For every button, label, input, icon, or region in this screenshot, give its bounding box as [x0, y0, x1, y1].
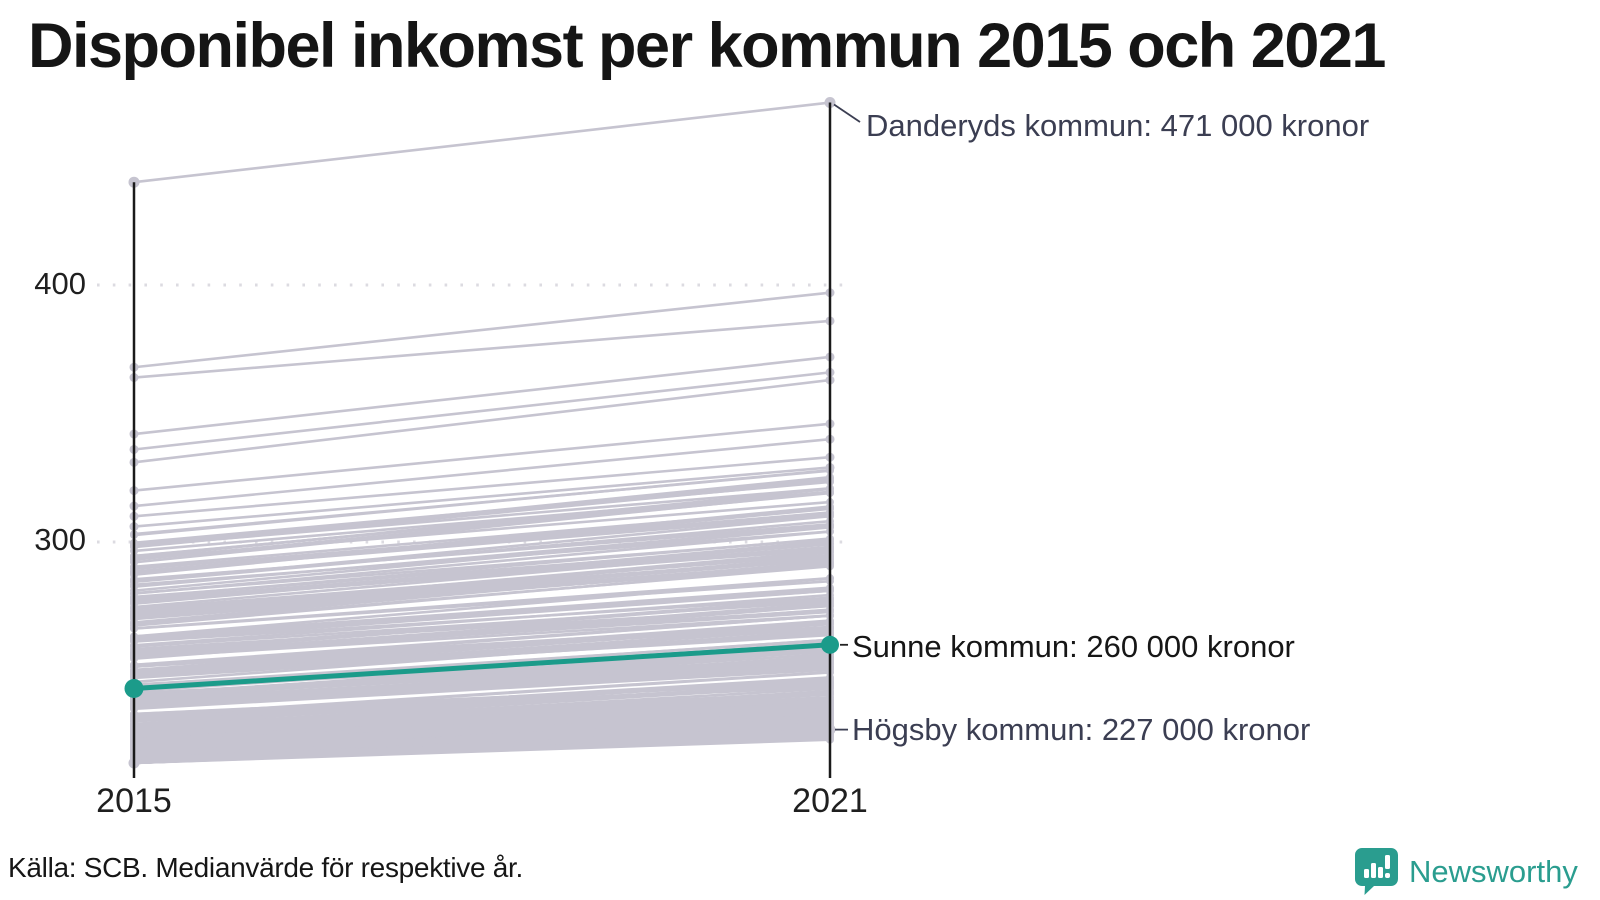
- bar-1: [1364, 869, 1369, 878]
- annotation-connectors: [833, 103, 861, 731]
- sunne-dot-2015: [124, 678, 144, 698]
- newsworthy-wordmark: Newsworthy: [1409, 853, 1578, 889]
- bar-3: [1378, 867, 1383, 878]
- highlighted-slope-line: [124, 635, 839, 698]
- annotation-sunne: Sunne kommun: 260 000 kronor: [852, 629, 1295, 664]
- bar-2: [1371, 863, 1376, 878]
- exclamation-dot: [1385, 873, 1390, 878]
- x-axis-label-2015: 2015: [96, 782, 172, 820]
- year-axes: [132, 102, 832, 778]
- annotation-danderyd: Danderyds kommun: 471 000 kronor: [866, 108, 1370, 143]
- y-axis-tick-400: 400: [34, 266, 86, 301]
- x-axis-label-2021: 2021: [792, 782, 868, 820]
- newsworthy-speech-bubble-icon: [1355, 848, 1398, 895]
- source-note: Källa: SCB. Medianvärde för respektive å…: [8, 852, 523, 883]
- exclamation-bar: [1385, 855, 1390, 869]
- annotation-hogsby: Högsby kommun: 227 000 kronor: [852, 712, 1311, 747]
- connector-danderyd: [833, 103, 861, 123]
- chart-title: Disponibel inkomst per kommun 2015 och 2…: [28, 11, 1386, 81]
- sunne-dot-2021: [821, 635, 839, 654]
- sunne-line: [133, 642, 831, 691]
- background-slope-lines: [128, 97, 836, 769]
- newsworthy-logo: Newsworthy: [1354, 848, 1578, 895]
- y-axis-tick-300: 300: [34, 522, 86, 557]
